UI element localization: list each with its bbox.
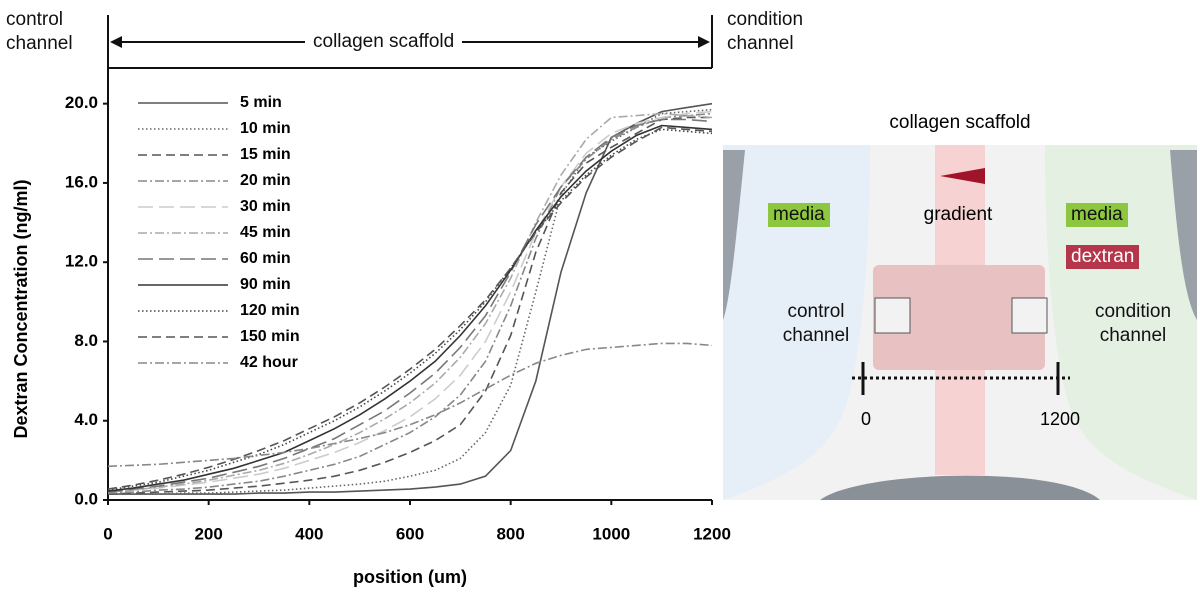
diagram-title: collagen scaffold: [889, 112, 1030, 133]
x-tick-label: 0: [103, 524, 112, 543]
media-tag: media: [768, 203, 830, 227]
x-tick-label: 400: [295, 524, 323, 543]
legend-label: 30 min: [240, 198, 291, 215]
post: [1170, 150, 1197, 320]
gradient-label: gradient: [924, 204, 993, 225]
condition-channel: [1045, 145, 1197, 500]
condition-label: condition channel: [1094, 301, 1172, 346]
reservoir: [820, 475, 1100, 500]
legend-label: 60 min: [240, 250, 291, 267]
y-tick-label: 12.0: [65, 252, 98, 271]
gradient-arrow: [940, 168, 985, 184]
y-tick-label: 4.0: [74, 410, 98, 429]
series-line: [107, 124, 713, 492]
legend-label: 120 min: [240, 302, 300, 319]
pillar: [874, 297, 911, 334]
x-tick-label: 1000: [592, 524, 630, 543]
media-tag: media: [1066, 203, 1128, 227]
arrowhead: [110, 36, 122, 48]
control-label: control channel: [782, 301, 850, 346]
legend-label: 5 min: [240, 94, 282, 111]
annotation: control channel: [6, 9, 73, 54]
legend-label: 150 min: [240, 328, 300, 345]
legend-label: 90 min: [240, 276, 291, 293]
control-channel: [723, 145, 870, 500]
y-tick-label: 16.0: [65, 172, 98, 191]
y-tick-label: 8.0: [74, 331, 98, 350]
series-line: [107, 116, 712, 495]
legend-label: 45 min: [240, 224, 291, 241]
series-line: [107, 118, 713, 493]
y-tick-label: 0.0: [74, 489, 98, 508]
annotation: condition channel: [727, 9, 804, 54]
gradient-cross: [873, 265, 1045, 370]
x-axis-label: position (um): [353, 567, 467, 587]
series-line: [107, 112, 713, 494]
x-tick-label: 200: [194, 524, 222, 543]
pillar: [1011, 297, 1048, 334]
series-line: [107, 110, 713, 493]
start-label: 0: [861, 409, 871, 429]
x-tick-label: 600: [396, 524, 424, 543]
series-line: [107, 112, 713, 493]
series-line: [107, 342, 713, 468]
series-line: [107, 128, 713, 491]
legend-label: 20 min: [240, 172, 291, 189]
y-axis-label: Dextran Concentration (ng/ml): [11, 179, 31, 438]
dextran-tag: dextran: [1066, 245, 1140, 269]
series-line: [108, 108, 713, 495]
plot: 0.0 4.0 8.0 12.0 16.0 20.0 0 200 400 600 800 1000 12…: [11, 15, 731, 587]
annotation: collagen scaffold: [305, 30, 463, 54]
y-tick-label: 20.0: [65, 93, 98, 112]
legend-label: 10 min: [240, 120, 291, 137]
legend-label: 15 min: [240, 146, 291, 163]
arrowhead: [698, 36, 710, 48]
end-label: 1200: [1040, 409, 1080, 429]
series-line: [107, 126, 713, 490]
series-line: [108, 102, 713, 495]
post: [723, 150, 745, 320]
x-tick-label: 800: [496, 524, 524, 543]
x-tick-label: 1200: [693, 524, 731, 543]
legend-label: 42 hour: [240, 354, 298, 371]
